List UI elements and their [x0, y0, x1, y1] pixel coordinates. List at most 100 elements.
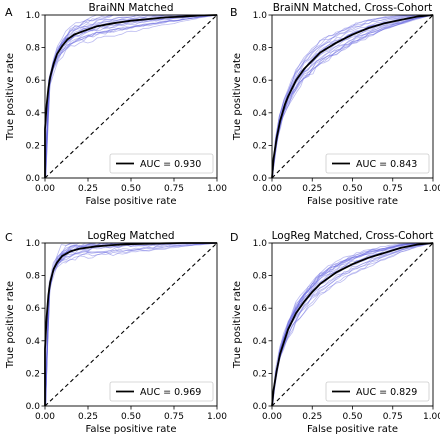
- y-tick-label: 1.0: [253, 239, 268, 249]
- y-tick-label: 0.6: [26, 304, 41, 314]
- legend-box: [325, 381, 430, 402]
- mean-roc-curve: [271, 14, 434, 179]
- y-axis-label: True positive rate: [232, 281, 243, 369]
- x-tick-label: 0.25: [78, 184, 98, 194]
- fold-roc-curve: [271, 14, 433, 179]
- fold-roc-curve: [272, 242, 433, 407]
- y-tick-label: 0.2: [26, 369, 40, 379]
- fold-roc-curve: [271, 242, 433, 406]
- panel-b: B BraiNN Matched, Cross-Cohort 0.00 0.25 0.5…: [230, 2, 440, 207]
- x-tick-label: 0.75: [164, 412, 184, 422]
- fold-roc-curve: [44, 14, 217, 179]
- fold-roc-curve: [44, 242, 218, 406]
- y-tick-label: 0.4: [26, 337, 41, 347]
- x-tick-label: 0.75: [164, 184, 184, 194]
- x-tick-label: 1.00: [207, 412, 227, 422]
- chart-title: LogReg Matched, Cross-Cohort: [272, 230, 434, 242]
- y-axis-label: True positive rate: [5, 53, 16, 141]
- fold-roc-curve: [271, 14, 434, 179]
- x-axis-label: False positive rate: [86, 196, 177, 207]
- x-tick-label: 1.00: [423, 184, 440, 194]
- y-tick-label: 0.8: [253, 44, 268, 54]
- panel-letter: A: [5, 6, 13, 19]
- x-axis-label: False positive rate: [86, 424, 177, 435]
- y-tick-label: 0.8: [253, 272, 268, 282]
- x-tick-label: 0.25: [78, 412, 98, 422]
- x-tick-label: 0.50: [342, 184, 362, 194]
- fold-roc-curve: [272, 14, 434, 177]
- x-tick-label: 0.00: [262, 412, 282, 422]
- y-tick-label: 0.0: [26, 402, 41, 412]
- x-tick-label: 0.50: [121, 184, 141, 194]
- panel-letter: C: [5, 231, 13, 244]
- fold-roc-curve: [272, 14, 434, 179]
- x-tick-label: 0.00: [35, 412, 55, 422]
- chance-line: [271, 14, 434, 179]
- fold-roc-curve: [271, 14, 433, 177]
- x-tick-label: 0.00: [35, 184, 55, 194]
- fold-roc-curve: [44, 242, 217, 405]
- legend-label: AUC = 0.930: [140, 159, 201, 170]
- panel-letter: D: [230, 231, 238, 244]
- chance-line: [44, 242, 218, 407]
- fold-roc-curve: [271, 242, 434, 405]
- fold-roc-curve: [271, 14, 434, 176]
- legend-label: AUC = 0.829: [356, 387, 417, 398]
- fold-roc-curve: [271, 242, 434, 404]
- y-tick-label: 0.8: [26, 272, 41, 282]
- legend-box: [109, 381, 214, 402]
- x-tick-label: 0.25: [302, 184, 322, 194]
- fold-roc-curve: [271, 242, 433, 407]
- y-axis-label: True positive rate: [232, 53, 243, 141]
- fold-roc-curve: [271, 242, 434, 407]
- fold-roc-curve: [271, 242, 433, 405]
- y-tick-label: 1.0: [26, 239, 41, 249]
- chance-line: [44, 14, 218, 179]
- y-tick-label: 1.0: [253, 11, 268, 21]
- panel-a: A BraiNN Matched 0.00 0.25 0.50 0.75 1.00 0.0 0.…: [5, 2, 227, 207]
- fold-roc-curve: [44, 14, 218, 177]
- fold-roc-curve: [271, 14, 433, 176]
- fold-roc-curve: [272, 14, 433, 179]
- chart-title: BraiNN Matched, Cross-Cohort: [273, 2, 433, 14]
- fold-roc-curve: [271, 14, 434, 177]
- legend-box: [325, 153, 430, 174]
- legend-label: AUC = 0.969: [140, 387, 201, 398]
- fold-roc-curve: [271, 242, 434, 405]
- fold-roc-curve: [271, 14, 433, 177]
- fold-roc-curve: [271, 14, 433, 179]
- legend-box: [109, 153, 214, 174]
- panel-d: D LogReg Matched, Cross-Cohort 0.00 0.25 0.5…: [230, 230, 440, 435]
- fold-roc-curve: [45, 242, 218, 405]
- fold-roc-curve: [271, 14, 433, 177]
- fold-roc-curve: [44, 14, 218, 177]
- fold-roc-curve: [272, 14, 434, 179]
- fold-roc-curve: [44, 242, 217, 405]
- fold-roc-curve: [271, 242, 433, 407]
- fold-roc-curve: [271, 242, 433, 407]
- fold-roc-curve: [45, 14, 217, 178]
- x-tick-label: 0.25: [302, 412, 322, 422]
- fold-roc-curve: [271, 14, 434, 178]
- y-tick-label: 0.4: [26, 109, 41, 119]
- x-tick-label: 0.00: [262, 184, 282, 194]
- x-tick-label: 0.50: [342, 412, 362, 422]
- fold-roc-curve: [271, 242, 433, 405]
- fold-roc-curve: [271, 242, 434, 404]
- fold-roc-curve: [45, 14, 218, 179]
- panel-c: C LogReg Matched 0.00 0.25 0.50 0.75 1.00 0.0 0.…: [5, 230, 227, 435]
- mean-roc-curve: [271, 242, 434, 407]
- y-tick-label: 0.8: [26, 44, 41, 54]
- fold-roc-curve: [271, 242, 433, 406]
- fold-roc-curve: [271, 242, 433, 405]
- y-axis-label: True positive rate: [5, 281, 16, 369]
- mean-roc-curve: [44, 242, 217, 406]
- fold-roc-curve: [44, 14, 218, 179]
- x-tick-label: 0.75: [383, 184, 403, 194]
- fold-roc-curve: [272, 242, 433, 404]
- x-axis-label: False positive rate: [307, 196, 398, 207]
- y-tick-label: 0.6: [26, 76, 41, 86]
- chance-line: [271, 242, 434, 407]
- y-tick-label: 0.6: [253, 76, 268, 86]
- fold-roc-curve: [44, 242, 217, 406]
